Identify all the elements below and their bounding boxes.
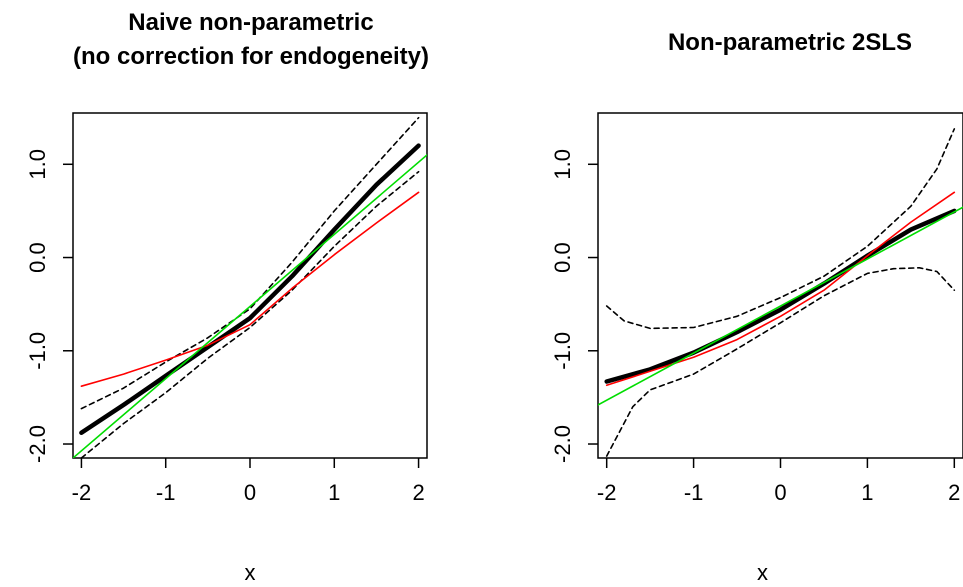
x-tick-label: -2	[72, 480, 92, 505]
y-tick-label: -1.0	[25, 332, 50, 370]
plot-frame	[597, 112, 963, 459]
x-tick-label: 0	[774, 480, 786, 505]
x-tick-label: 1	[861, 480, 873, 505]
panel-naive: Naive non-parametric (no correction for e…	[25, 9, 429, 585]
series-group	[73, 116, 427, 458]
x-tick-label: -1	[684, 480, 704, 505]
series-estimate	[79, 143, 421, 436]
chart-title: Naive non-parametric	[128, 9, 373, 36]
panel-2sls: Non-parametric 2SLS -2 -1 0 1 2 -2.0 -1.0 0.0 1.0…	[550, 29, 963, 585]
y-tick-label: -1.0	[550, 332, 575, 370]
x-tick-label: 2	[412, 480, 424, 505]
x-axis-label: x	[245, 560, 256, 585]
x-tick-label: -2	[597, 480, 617, 505]
series-red-curve	[605, 191, 956, 387]
y-tick-label: 1.0	[25, 149, 50, 180]
y-tick-label: -2.0	[25, 425, 50, 463]
y-tick-label: 1.0	[550, 149, 575, 180]
series-lower-band	[605, 267, 956, 457]
x-tick-label: 1	[328, 480, 340, 505]
plot-frame	[72, 112, 428, 459]
series-estimate	[604, 208, 957, 384]
series-lower-band	[80, 170, 420, 458]
y-tick-label: -2.0	[550, 425, 575, 463]
x-tick-label: 0	[244, 480, 256, 505]
y-tick-label: 0.0	[550, 242, 575, 273]
series-group	[598, 128, 963, 457]
series-red-curve	[80, 191, 420, 387]
y-tick-label: 0.0	[25, 242, 50, 273]
series-green-line	[598, 206, 963, 406]
chart-title: Non-parametric 2SLS	[668, 29, 912, 56]
x-tick-label: -1	[156, 480, 176, 505]
x-axis-label: x	[757, 560, 768, 585]
chart-title: (no correction for endogeneity)	[73, 43, 429, 70]
series-upper-band	[80, 116, 420, 410]
series-green-line	[73, 154, 427, 458]
series-upper-band	[605, 128, 956, 330]
x-tick-label: 2	[948, 480, 960, 505]
